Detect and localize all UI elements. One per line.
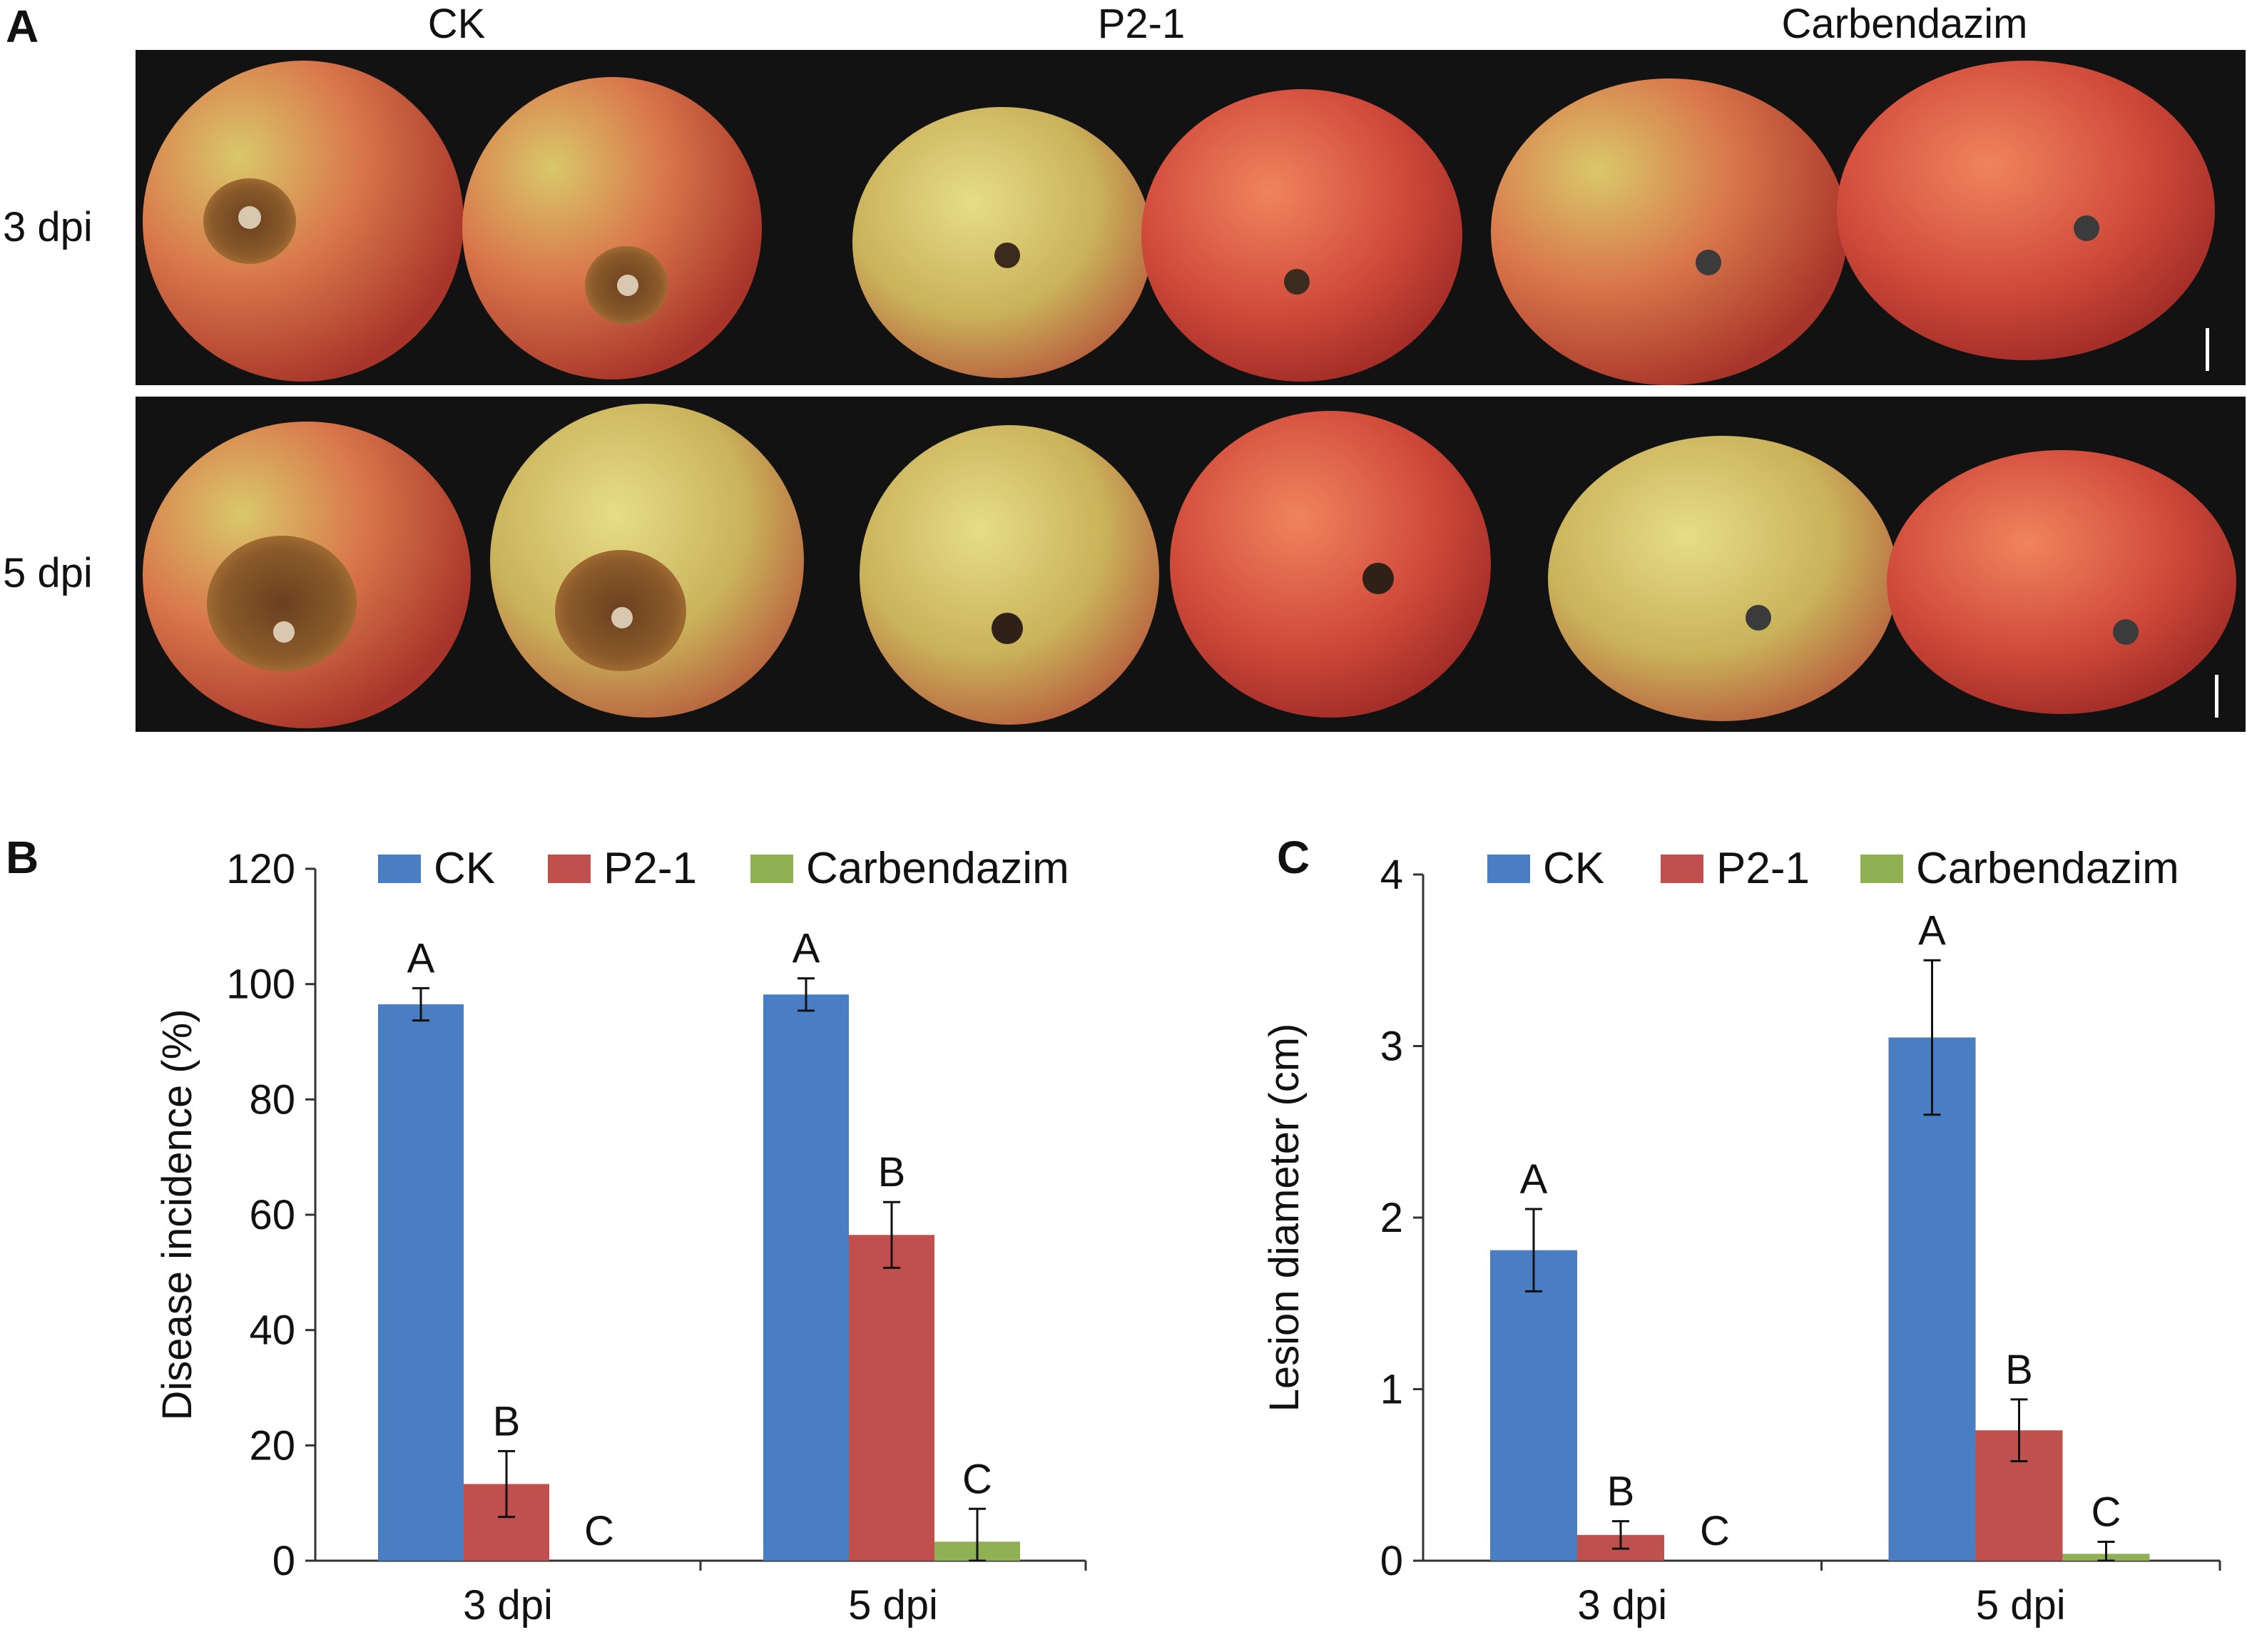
x-tick-label-5-dpi: 5 dpi: [848, 1582, 938, 1628]
bar-ck-5-dpi: [1888, 1037, 1976, 1561]
apple-carbendazim-1-3dpi: [1491, 78, 1848, 385]
legend-label-carbendazim: Carbendazim: [806, 844, 1069, 893]
panel-letter-c: C: [1277, 832, 1310, 883]
significance-letter-p2-1-5-dpi: B: [878, 1149, 906, 1195]
legend-label-p2-1: P2-1: [603, 844, 697, 893]
legend-swatch-p2-1: [548, 855, 591, 883]
panel-letter-b: B: [6, 832, 39, 883]
legend-swatch-carbendazim: [750, 855, 793, 883]
scale-bar-5dpi: [2215, 675, 2218, 718]
y-tick-label: 4: [1380, 852, 1403, 898]
apple-p2-1-2-5dpi: [1170, 411, 1491, 718]
y-axis-label: Lesion diameter (cm): [1261, 1024, 1308, 1412]
legend-swatch-ck: [1487, 855, 1530, 883]
significance-letter-carbendazim-3-dpi: C: [584, 1508, 614, 1554]
y-tick-label: 20: [249, 1422, 295, 1469]
y-tick-label: 120: [226, 846, 295, 892]
y-tick-label: 0: [272, 1538, 295, 1584]
photo-5dpi: [136, 397, 2246, 732]
legend-label-ck: CK: [434, 844, 495, 893]
y-tick-label: 80: [249, 1076, 295, 1123]
column-title-p2-1: P2-1: [1097, 1, 1186, 47]
row-label-5dpi: 5 dpi: [3, 550, 93, 596]
significance-letter-carbendazim-3-dpi: C: [1700, 1508, 1730, 1554]
apple-carbendazim-2-3dpi: [1837, 61, 2215, 360]
bar-ck-5-dpi: [763, 994, 849, 1561]
panel-letter-a: A: [6, 1, 39, 52]
significance-letter-ck-3-dpi: A: [1520, 1156, 1548, 1203]
column-title-ck: CK: [427, 1, 486, 47]
y-tick-label: 0: [1380, 1538, 1403, 1584]
y-tick-label: 1: [1380, 1367, 1403, 1413]
legend-label-ck: CK: [1543, 844, 1604, 893]
significance-letter-ck-3-dpi: A: [407, 935, 435, 981]
apple-p2-1-2-3dpi: [1141, 89, 1462, 382]
bar-ck-3-dpi: [1490, 1250, 1577, 1561]
apple-ck-2-5dpi: [490, 404, 804, 718]
y-tick-label: 3: [1380, 1024, 1403, 1070]
bar-p2-1-5-dpi: [849, 1235, 934, 1561]
apple-ck-1-3dpi: [143, 61, 464, 382]
photo-3dpi: [136, 50, 2246, 385]
x-tick-label-3-dpi: 3 dpi: [1577, 1582, 1667, 1628]
apple-p2-1-1-5dpi: [860, 425, 1159, 725]
legend-swatch-ck: [378, 855, 421, 883]
scale-bar-3dpi: [2206, 328, 2209, 371]
significance-letter-p2-1-3-dpi: B: [1607, 1469, 1635, 1515]
y-tick-label: 100: [226, 962, 295, 1008]
x-tick-label-3-dpi: 3 dpi: [463, 1582, 553, 1628]
column-title-carbendazim: Carbendazim: [1781, 1, 2028, 47]
chart-b: 0 20 40 60 80 100 120 Disease incidence (%) 3 dp…: [0, 0, 1106, 1652]
apple-carbendazim-2-5dpi: [1887, 450, 2236, 714]
row-label-3dpi: 3 dpi: [3, 204, 93, 250]
apple-ck-2-3dpi: [462, 77, 762, 379]
legend-swatch-carbendazim: [1860, 855, 1903, 883]
y-tick-label: 40: [249, 1307, 295, 1354]
apple-ck-1-5dpi: [143, 422, 471, 728]
legend-label-carbendazim: Carbendazim: [1916, 844, 2179, 893]
significance-letter-ck-5-dpi: A: [1918, 907, 1946, 954]
y-tick-label: 60: [249, 1192, 295, 1238]
significance-letter-ck-5-dpi: A: [793, 926, 820, 972]
legend-swatch-p2-1: [1661, 855, 1703, 883]
apple-carbendazim-1-5dpi: [1548, 436, 1897, 721]
bar-ck-3-dpi: [378, 1004, 464, 1561]
apple-p2-1-1-3dpi: [852, 107, 1152, 378]
x-tick-label-5-dpi: 5 dpi: [1976, 1582, 2066, 1628]
legend-label-p2-1: P2-1: [1716, 844, 1810, 893]
significance-letter-carbendazim-5-dpi: C: [962, 1456, 992, 1502]
significance-letter-p2-1-5-dpi: B: [2005, 1347, 2033, 1393]
y-axis-label: Disease incidence (%): [154, 1009, 200, 1420]
y-tick-label: 2: [1380, 1195, 1403, 1241]
significance-letter-p2-1-3-dpi: B: [493, 1398, 521, 1444]
significance-letter-carbendazim-5-dpi: C: [2091, 1489, 2121, 1536]
